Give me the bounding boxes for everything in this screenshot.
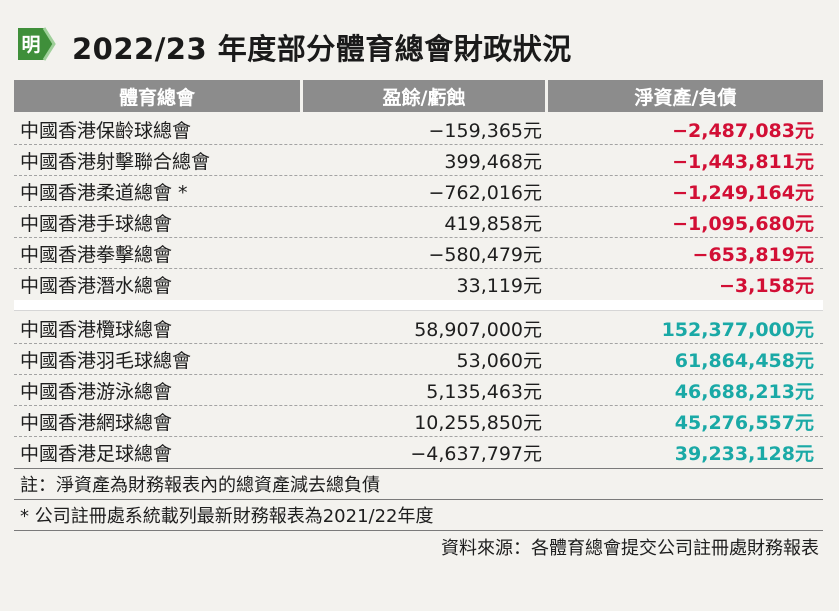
surplus-value: 33,119元 — [456, 275, 542, 297]
table-row: 中國香港射擊聯合總會 399,468元 −1,443,811元 — [14, 145, 823, 176]
net-value: −1,095,680元 — [672, 212, 814, 235]
column-header-surplus-deficit: 盈餘/虧蝕 — [300, 80, 548, 112]
finance-table: 體育總會 盈餘/虧蝕 淨資產/負債 中國香港保齡球總會 −159,365元 −2… — [14, 80, 823, 563]
table-row: 中國香港網球總會 10,255,850元 45,276,557元 — [14, 406, 823, 437]
surplus-value: −580,479元 — [428, 243, 543, 266]
footnote-definition: 註：淨資產為財務報表內的總資產減去總負債 — [14, 469, 823, 500]
net-value: −1,443,811元 — [672, 150, 814, 173]
surplus-value: −4,637,797元 — [410, 443, 542, 465]
table-row: 中國香港保齡球總會 −159,365元 −2,487,083元 — [14, 114, 823, 145]
association-name: 中國香港欖球總會 — [20, 318, 173, 341]
table-row: 中國香港欖球總會 58,907,000元 152,377,000元 — [14, 313, 823, 344]
group-separator — [14, 300, 823, 311]
table-row: 中國香港潛水總會 33,119元 −3,158元 — [14, 269, 823, 300]
svg-text:明: 明 — [21, 34, 40, 56]
surplus-value: −762,016元 — [428, 181, 543, 204]
association-name: 中國香港柔道總會 * — [20, 181, 188, 204]
surplus-value: 10,255,850元 — [414, 411, 542, 434]
page-title: 2022/23 年度部分體育總會財政狀況 — [72, 32, 572, 66]
table-row: 中國香港手球總會 419,858元 −1,095,680元 — [14, 207, 823, 238]
net-value: 61,864,458元 — [674, 349, 814, 372]
association-name: 中國香港射擊聯合總會 — [20, 150, 211, 173]
table-row: 中國香港羽毛球總會 53,060元 61,864,458元 — [14, 344, 823, 375]
net-value: 46,688,213元 — [674, 380, 814, 403]
net-value: −1,249,164元 — [672, 181, 814, 204]
net-value: 45,276,557元 — [674, 411, 814, 434]
net-value: −3,158元 — [718, 275, 814, 297]
association-name: 中國香港網球總會 — [20, 411, 173, 434]
column-header-net-assets: 淨資產/負債 — [634, 86, 737, 109]
table-row: 中國香港拳擊總會 −580,479元 −653,819元 — [14, 238, 823, 269]
table-row: 中國香港柔道總會 * −762,016元 −1,249,164元 — [14, 176, 823, 207]
association-name: 中國香港拳擊總會 — [20, 243, 173, 266]
header: 明 2022/23 年度部分體育總會財政狀況 — [0, 0, 839, 80]
association-name: 中國香港保齡球總會 — [20, 119, 192, 142]
net-value: 152,377,000元 — [661, 318, 814, 341]
association-name: 中國香港潛水總會 — [20, 275, 173, 297]
association-name: 中國香港足球總會 — [20, 443, 173, 465]
source-credit: 資料來源：各體育總會提交公司註冊處財務報表 — [441, 538, 819, 559]
table-row: 中國香港游泳總會 5,135,463元 46,688,213元 — [14, 375, 823, 406]
surplus-group: 中國香港欖球總會 58,907,000元 152,377,000元 中國香港羽毛… — [14, 311, 823, 469]
net-value: −2,487,083元 — [672, 119, 814, 142]
footnote-asterisk: * 公司註冊處系統載列最新財務報表為2021/22年度 — [14, 500, 823, 531]
surplus-value: 399,468元 — [444, 150, 542, 173]
net-value: −653,819元 — [692, 243, 814, 266]
net-value: 39,233,128元 — [674, 443, 814, 465]
ming-pao-logo-icon: 明 — [18, 27, 56, 61]
surplus-value: 419,858元 — [444, 212, 542, 235]
surplus-value: 5,135,463元 — [426, 380, 542, 403]
association-name: 中國香港羽毛球總會 — [20, 349, 192, 372]
column-header-association: 體育總會 — [118, 86, 195, 109]
association-name: 中國香港手球總會 — [20, 212, 173, 235]
deficit-group: 中國香港保齡球總會 −159,365元 −2,487,083元 中國香港射擊聯合… — [14, 112, 823, 300]
surplus-value: 58,907,000元 — [414, 318, 542, 341]
surplus-value: −159,365元 — [428, 119, 543, 142]
surplus-value: 53,060元 — [456, 349, 542, 372]
table-row: 中國香港足球總會 −4,637,797元 39,233,128元 — [14, 437, 823, 468]
association-name: 中國香港游泳總會 — [20, 380, 173, 403]
table-header: 體育總會 盈餘/虧蝕 淨資產/負債 — [14, 80, 823, 112]
